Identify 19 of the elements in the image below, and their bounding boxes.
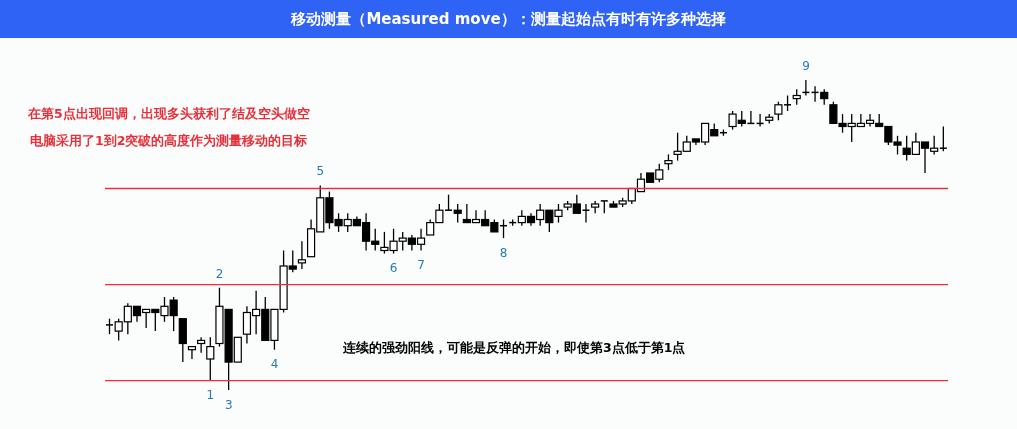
annotation: 在第5点出现回调，出现多头获利了结及空头做空: [28, 106, 310, 123]
candlestick: [187, 345, 197, 360]
candlestick: [197, 336, 206, 354]
annotation: 5: [316, 164, 325, 179]
candlestick: [297, 240, 307, 270]
annotation: 1: [206, 388, 215, 403]
annotation: 9: [802, 59, 810, 73]
candlestick: [939, 125, 948, 152]
annotation: 电脑采用了1到2突破的高度作为测量移动的目标: [30, 133, 308, 150]
annotation: 6: [389, 261, 398, 276]
annotation: 3: [224, 397, 233, 412]
annotation: 2: [215, 266, 224, 281]
candlestick: [453, 203, 462, 224]
candlestick: [206, 336, 215, 382]
annotation: 8: [499, 245, 508, 260]
annotation: 4: [270, 357, 279, 372]
annotation: 连续的强劲阳线，可能是反弹的开始，即使第3点低于第1点: [343, 340, 686, 357]
chart-title: 移动测量（Measured move）：测量起始点有时有许多种选择: [0, 0, 1017, 38]
annotation: 7: [417, 258, 425, 273]
